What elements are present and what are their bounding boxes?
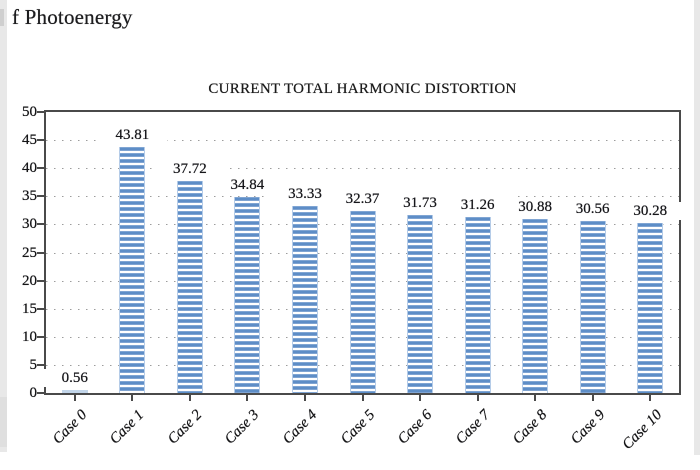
journal-title-fragment: f Photoenergy [12, 5, 133, 29]
x-axis-tick-2 [188, 393, 191, 401]
y-axis-tick-35 [37, 195, 44, 198]
bar-value-label: 43.81 [97, 125, 168, 144]
bar-value-label: 31.73 [385, 193, 456, 212]
bar-value-label: 34.84 [212, 176, 283, 195]
y-tick-label-50: 50 [22, 104, 37, 120]
y-axis-tick-45 [37, 139, 44, 142]
bar-case-6 [407, 214, 434, 393]
x-axis-tick-1 [131, 393, 134, 401]
bar-case-1 [119, 146, 146, 393]
y-tick-label-30: 30 [22, 216, 37, 233]
y-axis-tick-5 [37, 363, 44, 366]
page-edge-left-notch [0, 9, 4, 26]
bar-value-label: 37.72 [154, 160, 225, 178]
bar-case-3 [234, 197, 261, 393]
page-edge-right [694, 0, 700, 455]
bar-value-label: 30.88 [500, 198, 571, 217]
bar-value-label: 31.26 [442, 196, 513, 215]
y-axis-tick-40 [37, 167, 44, 170]
y-axis-tick-15 [37, 307, 44, 310]
y-tick-label-0: 0 [29, 385, 38, 401]
plot-area: 0 5 10 15 20 25 30 35 40 45 50 0.56 Case 0 43.81 Case … [22, 104, 686, 453]
bar-case-0 [61, 389, 88, 393]
y-tick-label-10: 10 [22, 328, 37, 345]
x-tick-label: Case 0 [49, 407, 91, 448]
y-tick-label-5: 5 [29, 356, 38, 373]
x-axis-tick-3 [246, 393, 249, 401]
bar-value-label: 30.28 [615, 201, 686, 220]
y-tick-label-20: 20 [22, 272, 37, 289]
bar-value-label: 32.37 [327, 190, 398, 209]
bar-case-4 [291, 205, 318, 393]
gridline-y-40 [46, 168, 679, 170]
bar-case-8 [522, 219, 549, 393]
y-axis-tick-10 [37, 335, 44, 338]
bar-case-2 [176, 181, 203, 393]
x-axis-tick-4 [303, 393, 306, 401]
y-tick-label-15: 15 [22, 300, 37, 317]
x-axis-tick-7 [476, 393, 479, 401]
bar-case-5 [349, 211, 376, 393]
y-axis-tick-20 [37, 279, 44, 282]
x-axis-tick-5 [361, 393, 364, 401]
y-tick-label-25: 25 [22, 244, 37, 261]
y-tick-label-45: 45 [22, 132, 37, 149]
bar-value-label: 33.33 [269, 184, 340, 203]
bar-case-7 [464, 217, 491, 393]
x-axis-tick-9 [591, 393, 594, 401]
y-tick-label-40: 40 [22, 160, 37, 177]
y-axis-tick-0 [37, 392, 44, 394]
page-edge-left-lower [0, 397, 7, 447]
y-axis-tick-50 [37, 111, 44, 113]
x-axis-tick-0 [73, 393, 76, 401]
y-axis-tick-25 [37, 251, 44, 254]
x-axis-tick-10 [649, 393, 652, 401]
bar-case-9 [579, 221, 606, 393]
x-axis-tick-8 [534, 393, 537, 401]
y-axis-tick-30 [37, 223, 44, 226]
chart-title: CURRENT TOTAL HARMONIC DISTORTION [208, 81, 517, 97]
gridline-y-45 [46, 140, 679, 142]
bar-value-label: 0.56 [39, 368, 110, 387]
x-axis-tick-6 [419, 393, 422, 401]
bar-value-label: 30.56 [557, 200, 628, 219]
bar-case-10 [637, 222, 664, 393]
page-edge-left [0, 0, 7, 452]
y-tick-label-35: 35 [22, 188, 37, 205]
